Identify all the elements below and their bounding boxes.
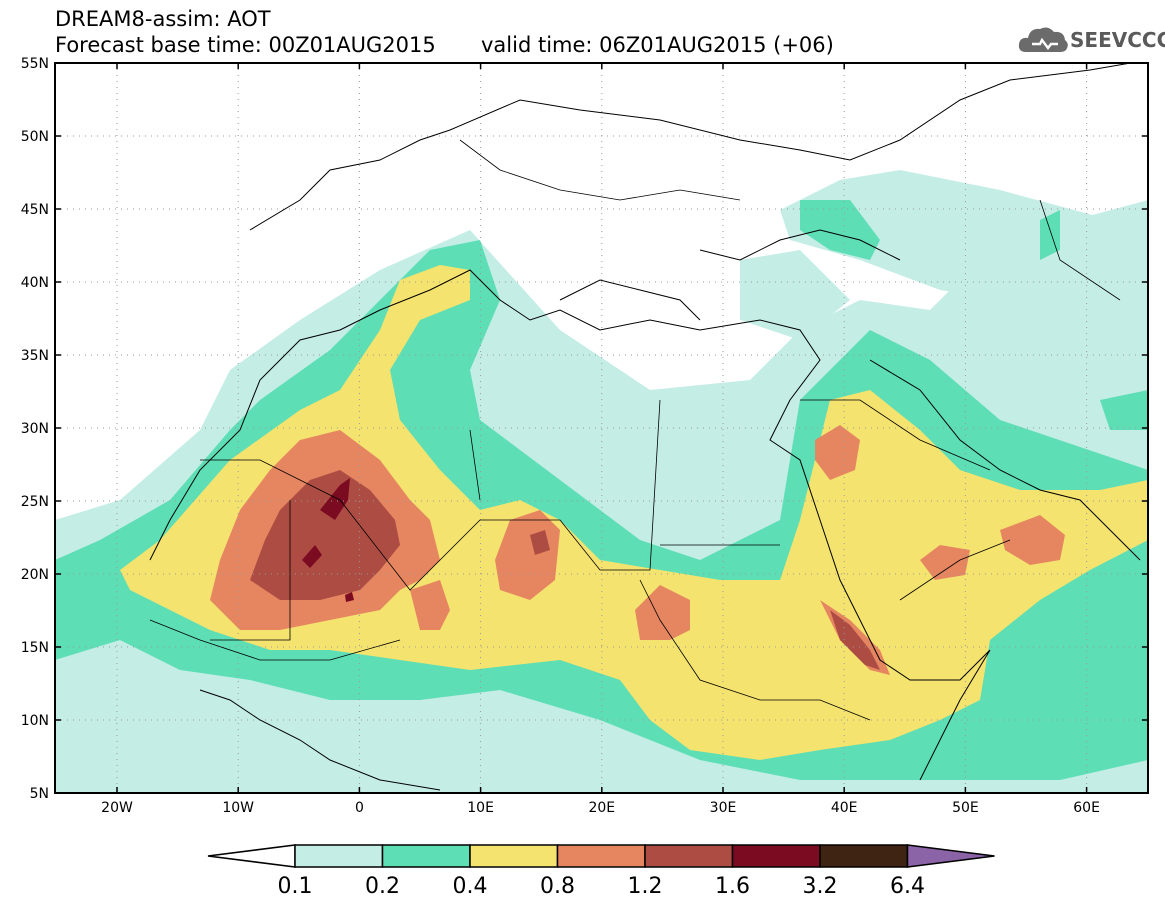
lat-tick-label: 30N [21, 421, 49, 437]
lon-tick-label: 60E [1073, 800, 1100, 816]
map-axes: 55N 50N 45N 40N 35N 30N 25N 20N 15N 10N 5N 20W 10W 0 1… [21, 56, 1148, 816]
valid-time: valid time: 06Z01AUG2015 (+06) [481, 33, 834, 57]
lat-tick-label: 50N [21, 129, 49, 145]
lon-tick-label: 30E [710, 800, 737, 816]
legend-label: 3.2 [803, 874, 838, 899]
legend-label: 1.6 [715, 874, 750, 899]
legend-arrow-high [906, 844, 995, 868]
lon-tick-label: 0 [355, 800, 364, 816]
legend-swatch [381, 844, 471, 868]
legend-swatch [556, 844, 646, 868]
legend-label: 0.4 [453, 874, 488, 899]
lon-tick-label: 10E [467, 800, 494, 816]
legend-swatch [731, 844, 821, 868]
legend-swatch [819, 844, 909, 868]
color-legend: 0.1 0.2 0.4 0.8 1.2 1.6 3.2 6.4 [207, 844, 995, 899]
legend-swatch [644, 844, 734, 868]
lon-tick-label: 50E [952, 800, 979, 816]
coastlines [149, 63, 1141, 791]
lat-tick-label: 5N [30, 786, 49, 802]
lon-tick-label: 10W [222, 800, 254, 816]
lat-tick-label: 25N [21, 494, 49, 510]
lat-tick-label: 35N [21, 348, 49, 364]
cloud-logo-icon [1018, 27, 1068, 52]
lat-tick-label: 20N [21, 567, 49, 583]
legend-swatch [294, 844, 384, 868]
lat-tick-label: 10N [21, 713, 49, 729]
legend-label: 0.2 [365, 874, 400, 899]
legend-arrow-low [207, 844, 296, 868]
lon-tick-label: 20E [588, 800, 615, 816]
legend-label: 0.1 [278, 874, 313, 899]
aot-contours [55, 63, 1148, 793]
lon-tick-label: 40E [831, 800, 858, 816]
graticule [55, 63, 1148, 793]
legend-label: 6.4 [890, 874, 925, 899]
forecast-base-time: Forecast base time: 00Z01AUG2015 [55, 33, 436, 57]
legend-label: 1.2 [628, 874, 663, 899]
lon-tick-label: 20W [101, 800, 133, 816]
lat-tick-label: 45N [21, 202, 49, 218]
lat-tick-label: 55N [21, 56, 49, 72]
legend-swatch [469, 844, 559, 868]
map-title: DREAM8-assim: AOT [55, 7, 271, 31]
logo-text: SEEVCCC [1070, 28, 1165, 52]
legend-label: 0.8 [540, 874, 575, 899]
lat-tick-label: 40N [21, 275, 49, 291]
lat-tick-label: 15N [21, 640, 49, 656]
seevccc-logo: SEEVCCC [1018, 22, 1165, 58]
borders [149, 139, 1121, 721]
